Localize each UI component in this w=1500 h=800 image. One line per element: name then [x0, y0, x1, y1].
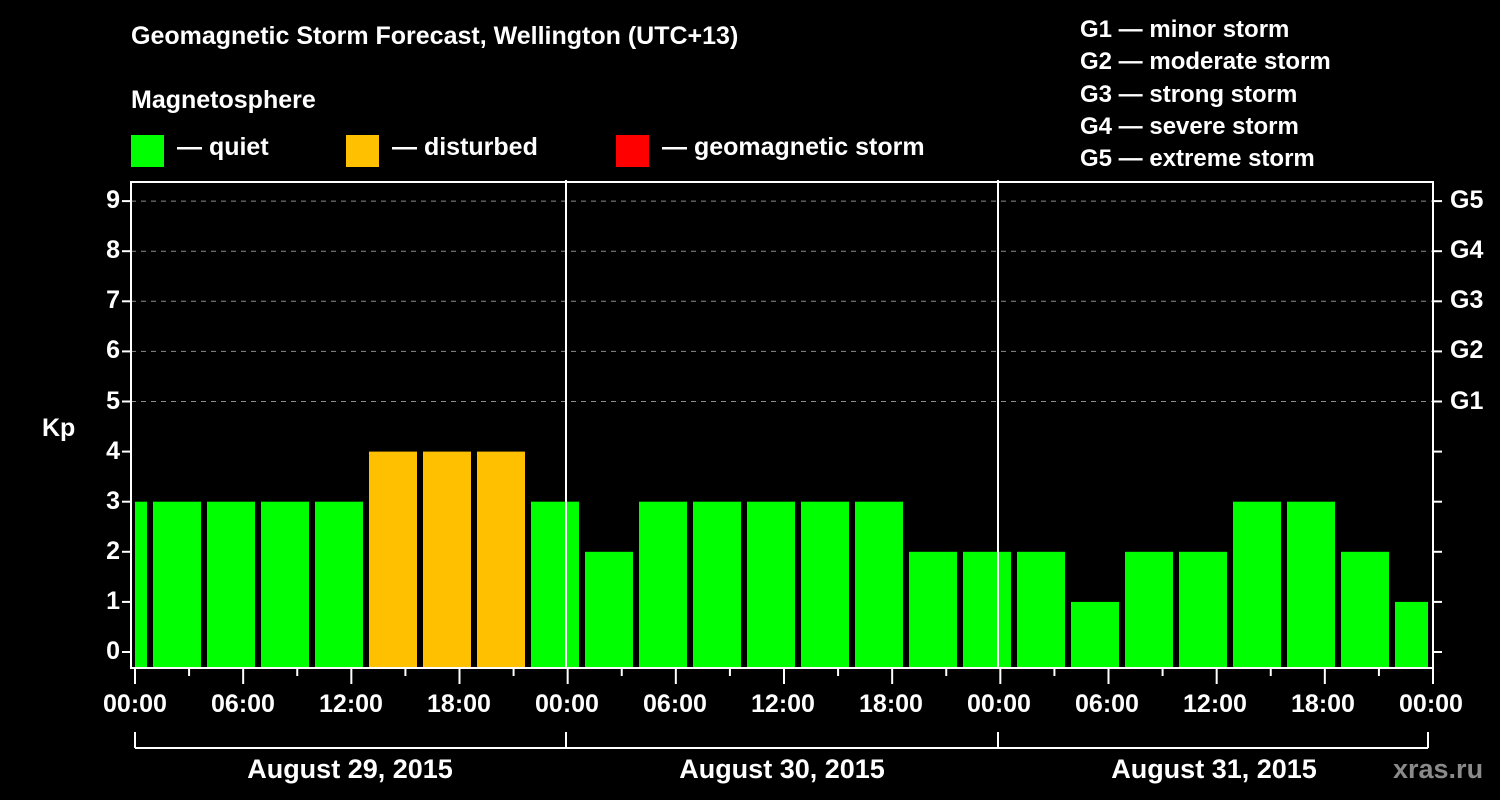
kp-bar: [801, 501, 849, 667]
kp-bar: [423, 451, 471, 667]
y-tick-label: 4: [106, 436, 120, 465]
kp-bar: [477, 451, 525, 667]
kp-bar: [1395, 601, 1428, 667]
y-tick-label: 8: [106, 236, 120, 265]
quiet-swatch: [131, 135, 164, 167]
g-level-label: G4: [1450, 236, 1484, 265]
y-tick-label: 7: [106, 286, 120, 315]
g-level-label: G2: [1450, 336, 1484, 365]
g3-legend-item: G3 — strong storm: [1080, 80, 1298, 108]
legend-disturbed-label: — disturbed: [392, 133, 538, 161]
kp-bar: [531, 501, 579, 667]
kp-bar: [1125, 551, 1173, 667]
date-label-day3: August 31, 2015: [1111, 754, 1317, 784]
legend-heading: Magnetosphere: [131, 86, 316, 114]
y-tick-label: 0: [106, 637, 120, 665]
x-tick-label: 00:00: [103, 690, 167, 718]
legend-storm-label: — geomagnetic storm: [662, 133, 925, 161]
kp-bar: [153, 501, 201, 667]
x-tick-label: 18:00: [427, 690, 491, 718]
kp-bar: [855, 501, 903, 667]
kp-bar: [909, 551, 957, 667]
y-tick-label: 6: [106, 336, 120, 365]
g-level-label: G1: [1450, 386, 1484, 415]
kp-bar: [585, 551, 633, 667]
kp-bar: [639, 501, 687, 667]
kp-bar: [963, 551, 1011, 667]
kp-bar: [135, 501, 147, 667]
y-tick-label: 2: [106, 536, 120, 565]
x-tick-label: 00:00: [967, 690, 1031, 718]
kp-bar: [693, 501, 741, 667]
x-tick-label: 06:00: [211, 690, 275, 718]
storm-swatch: [616, 135, 649, 167]
kp-bar: [747, 501, 795, 667]
date-label-day1: August 29, 2015: [247, 754, 453, 784]
kp-bar: [261, 501, 309, 667]
kp-bar: [1017, 551, 1065, 667]
g2-legend-item: G2 — moderate storm: [1080, 48, 1331, 76]
kp-bar: [207, 501, 255, 667]
kp-bar: [315, 501, 363, 667]
x-tick-label: 12:00: [319, 690, 383, 718]
y-tick-label: 1: [106, 586, 120, 615]
kp-bar: [1341, 551, 1389, 667]
x-tick-label: 12:00: [751, 690, 815, 718]
kp-bar: [1179, 551, 1227, 667]
x-tick-label: 06:00: [1075, 690, 1139, 718]
x-tick-label: 00:00: [535, 690, 599, 718]
watermark: xras.ru: [1393, 754, 1484, 784]
date-label-day2: August 30, 2015: [679, 754, 885, 784]
x-tick-label: 18:00: [859, 690, 923, 718]
g1-legend-item: G1 — minor storm: [1080, 16, 1290, 43]
chart-title: Geomagnetic Storm Forecast, Wellington (…: [131, 22, 739, 50]
g-level-label: G5: [1450, 186, 1484, 215]
x-tick-label: 06:00: [643, 690, 707, 718]
disturbed-swatch: [346, 135, 379, 167]
g5-legend-item: G5 — extreme storm: [1080, 145, 1315, 173]
y-axis-label: Kp: [42, 414, 76, 442]
gridlines: [131, 200, 1433, 402]
axes: [122, 180, 1442, 749]
g-level-label: G3: [1450, 286, 1484, 315]
g-scale-legend: G1 — minor storm G2 — moderate storm G3 …: [1080, 14, 1331, 175]
legend-quiet-label: — quiet: [177, 133, 269, 161]
kp-bar: [1071, 601, 1119, 667]
x-tick-label: 00:00: [1399, 690, 1463, 718]
kp-bar: [1287, 501, 1335, 667]
x-tick-label: 18:00: [1291, 690, 1355, 718]
y-tick-label: 3: [106, 486, 120, 515]
x-tick-label: 12:00: [1183, 690, 1247, 718]
kp-bar: [369, 451, 417, 667]
g4-legend-item: G4 — severe storm: [1080, 112, 1299, 140]
bar-series: [135, 451, 1428, 667]
y-tick-label: 5: [106, 386, 120, 415]
kp-bar: [1233, 501, 1281, 667]
y-tick-label: 9: [106, 186, 120, 215]
